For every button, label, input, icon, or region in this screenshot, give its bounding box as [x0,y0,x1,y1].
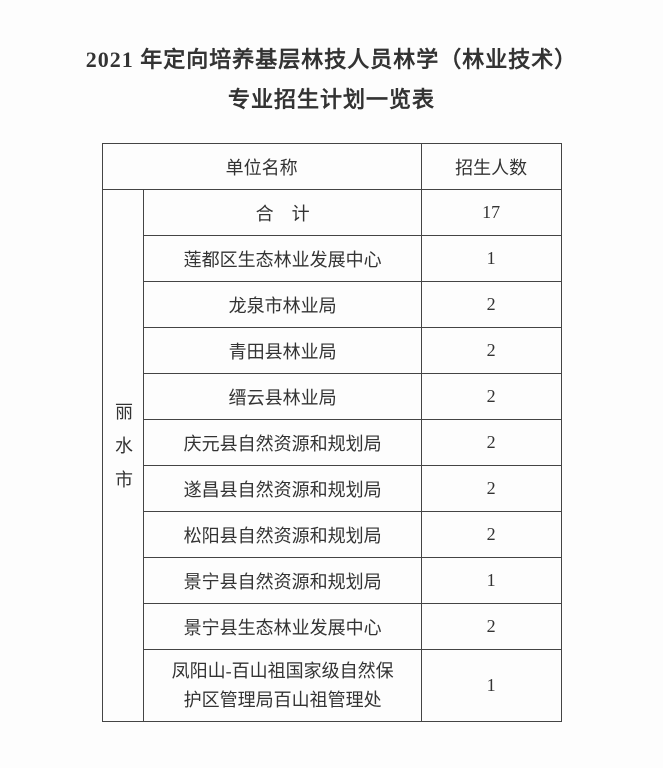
unit-cell-multiline: 凤阳山-百山祖国家级自然保 护区管理局百山祖管理处 [144,650,421,722]
table-row: 缙云县林业局 2 [102,374,561,420]
unit-cell: 龙泉市林业局 [144,282,421,328]
unit-cell: 莲都区生态林业发展中心 [144,236,421,282]
count-cell: 2 [421,328,561,374]
header-count: 招生人数 [421,144,561,190]
unit-cell: 景宁县生态林业发展中心 [144,604,421,650]
table-header-row: 单位名称 招生人数 [102,144,561,190]
table-row: 庆元县自然资源和规划局 2 [102,420,561,466]
unit-cell: 松阳县自然资源和规划局 [144,512,421,558]
city-label: 丽水市 [110,402,136,504]
count-cell: 2 [421,282,561,328]
unit-cell: 遂昌县自然资源和规划局 [144,466,421,512]
count-cell: 2 [421,466,561,512]
last-unit-line1: 凤阳山-百山祖国家级自然保 [172,661,394,681]
title-line-2: 专业招生计划一览表 [228,87,435,112]
table-row: 遂昌县自然资源和规划局 2 [102,466,561,512]
count-cell: 1 [421,558,561,604]
table-row: 青田县林业局 2 [102,328,561,374]
table-row: 景宁县生态林业发展中心 2 [102,604,561,650]
city-cell: 丽水市 [102,190,144,722]
table-row: 松阳县自然资源和规划局 2 [102,512,561,558]
enrollment-table: 单位名称 招生人数 丽水市 合 计 17 莲都区生态林业发展中心 1 龙泉市林业… [102,143,562,722]
title-line-1: 2021 年定向培养基层林技人员林学（林业技术） [86,47,578,72]
total-label: 合 计 [144,190,421,236]
table-row: 莲都区生态林业发展中心 1 [102,236,561,282]
total-count: 17 [421,190,561,236]
unit-cell: 景宁县自然资源和规划局 [144,558,421,604]
unit-cell: 缙云县林业局 [144,374,421,420]
count-cell: 1 [421,650,561,722]
table-row: 龙泉市林业局 2 [102,282,561,328]
count-cell: 1 [421,236,561,282]
last-unit-line2: 护区管理局百山祖管理处 [184,690,382,710]
count-cell: 2 [421,374,561,420]
unit-cell: 庆元县自然资源和规划局 [144,420,421,466]
table-row: 丽水市 合 计 17 [102,190,561,236]
unit-cell: 青田县林业局 [144,328,421,374]
count-cell: 2 [421,604,561,650]
document-page: 2021 年定向培养基层林技人员林学（林业技术） 专业招生计划一览表 单位名称 … [0,0,663,768]
table-row: 凤阳山-百山祖国家级自然保 护区管理局百山祖管理处 1 [102,650,561,722]
count-cell: 2 [421,420,561,466]
table-row: 景宁县自然资源和规划局 1 [102,558,561,604]
document-title: 2021 年定向培养基层林技人员林学（林业技术） 专业招生计划一览表 [60,40,603,119]
count-cell: 2 [421,512,561,558]
header-unit: 单位名称 [102,144,421,190]
